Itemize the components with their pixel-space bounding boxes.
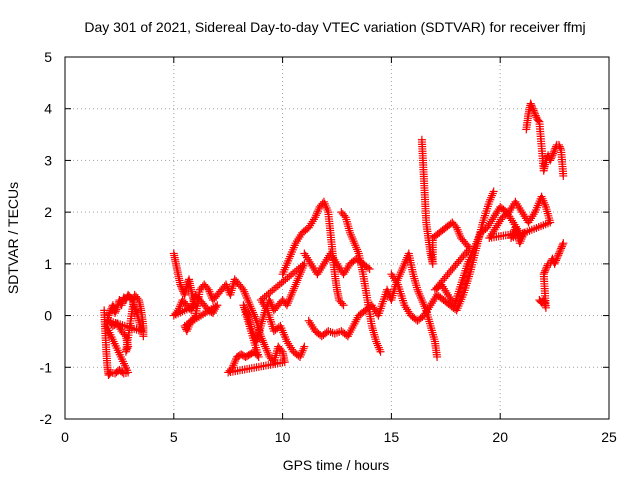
data-point — [211, 302, 220, 311]
data-point — [376, 347, 385, 356]
y-tick-label: -2 — [40, 411, 53, 427]
x-tick-label: 25 — [601, 429, 617, 445]
data-point — [133, 294, 142, 303]
data-point — [549, 149, 558, 158]
data-point — [539, 270, 548, 279]
data-point — [213, 301, 222, 310]
y-tick-label: 5 — [44, 49, 52, 65]
data-point — [559, 171, 568, 180]
data-point — [528, 102, 537, 111]
data-point — [541, 266, 550, 275]
data-point — [338, 299, 347, 308]
data-point — [534, 116, 543, 125]
data-point — [203, 307, 212, 316]
axis-ticks — [64, 56, 610, 420]
chart-title: Day 301 of 2021, Sidereal Day-to-day VTE… — [84, 19, 585, 35]
x-axis-label: GPS time / hours — [283, 457, 390, 473]
data-point — [207, 305, 216, 314]
data-point — [557, 244, 566, 253]
data-point — [209, 303, 218, 312]
data-point — [300, 342, 309, 351]
data-point — [558, 240, 567, 249]
data-point — [365, 265, 374, 274]
plot-frame — [64, 56, 610, 420]
x-tick-label: 10 — [275, 429, 291, 445]
data-point — [548, 151, 557, 160]
data-point — [542, 263, 551, 272]
data-point — [555, 142, 564, 151]
data-point — [190, 313, 199, 322]
x-tick-label: 5 — [170, 429, 178, 445]
x-tick-label: 15 — [384, 429, 400, 445]
data-point — [205, 306, 214, 315]
data-point — [531, 111, 540, 120]
data-point — [105, 309, 114, 318]
data-point — [554, 251, 563, 260]
data-point — [530, 108, 539, 117]
data-point — [552, 254, 561, 263]
data-point — [112, 305, 121, 314]
data-point — [546, 156, 555, 165]
data-point — [550, 259, 559, 268]
data-point — [554, 140, 563, 149]
data-point — [111, 308, 120, 317]
data-point — [527, 101, 536, 110]
data-point — [556, 246, 565, 255]
data-point — [554, 249, 563, 258]
y-tick-label: 0 — [44, 308, 52, 324]
x-tick-label: 0 — [61, 429, 69, 445]
y-tick-label: 2 — [44, 204, 52, 220]
data-point — [557, 242, 566, 251]
data-point — [551, 258, 560, 267]
data-point — [549, 147, 558, 156]
data-point — [553, 252, 562, 261]
y-tick-label: 4 — [44, 101, 52, 117]
data-point — [339, 301, 348, 310]
x-tick-label: 20 — [492, 429, 508, 445]
data-point — [277, 346, 286, 355]
data-point — [552, 256, 561, 265]
data-point — [546, 154, 555, 163]
data-point — [199, 310, 208, 319]
data-point — [559, 239, 568, 248]
data-point — [555, 247, 564, 256]
x-tick-labels: 0 5 10 15 20 25 — [61, 429, 617, 445]
data-point — [531, 109, 540, 118]
data-point — [526, 99, 535, 108]
data-point — [556, 144, 565, 153]
data-point — [529, 106, 538, 115]
y-axis-label: SDTVAR / TECUs — [5, 182, 21, 294]
data-point — [201, 308, 210, 317]
y-tick-label: -1 — [40, 359, 53, 375]
data-points — [100, 99, 568, 380]
y-tick-label: 1 — [44, 256, 52, 272]
data-point — [547, 152, 556, 161]
data-point — [528, 104, 537, 113]
y-tick-label: 3 — [44, 152, 52, 168]
data-point — [433, 352, 442, 361]
y-tick-labels: -2 -1 0 1 2 3 4 5 — [40, 49, 53, 427]
data-point — [540, 268, 549, 277]
data-point — [541, 265, 550, 274]
data-point — [489, 187, 498, 196]
data-point — [520, 228, 529, 237]
data-point — [139, 332, 148, 341]
data-point — [111, 307, 120, 316]
